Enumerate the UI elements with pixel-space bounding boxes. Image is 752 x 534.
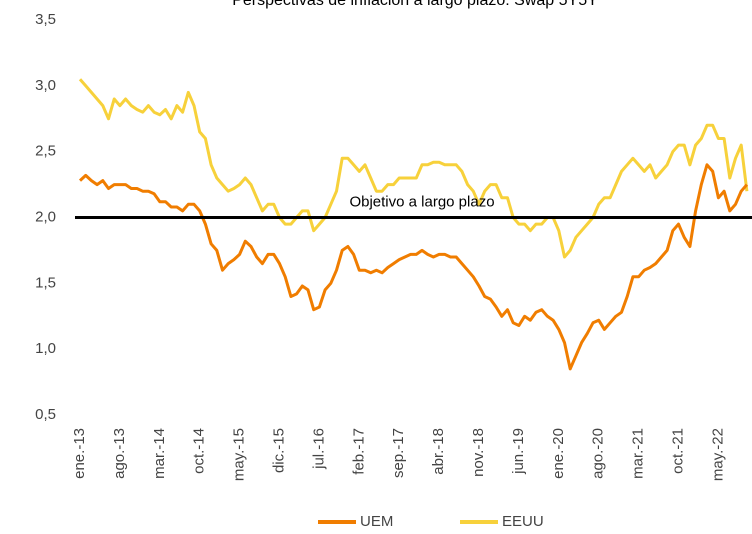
y-tick-label: 3,5 — [35, 11, 56, 28]
x-tick-label: oct.-21 — [669, 428, 686, 474]
legend-label: EEUU — [502, 513, 544, 530]
x-tick-label: jul.-16 — [310, 428, 327, 470]
x-tick-label: feb.-17 — [350, 428, 367, 475]
y-tick-label: 1,5 — [35, 274, 56, 291]
y-tick-label: 1,0 — [35, 340, 56, 357]
target-label: Objetivo a largo plazo — [349, 193, 494, 210]
x-tick-label: abr.-18 — [430, 428, 447, 475]
x-tick-label: sep.-17 — [390, 428, 407, 478]
x-tick-label: mar.-14 — [151, 428, 168, 479]
x-tick-label: mar.-21 — [630, 428, 647, 479]
legend-label: UEM — [360, 513, 393, 530]
x-tick-label: jun.-19 — [510, 428, 527, 475]
x-tick-label: may.-22 — [709, 428, 726, 481]
x-tick-label: ene.-20 — [550, 428, 567, 479]
x-tick-label: may.-15 — [231, 428, 248, 481]
chart-title: Perspectivas de inflación a largo plazo:… — [232, 0, 598, 9]
series-line — [78, 78, 749, 259]
x-tick-label: nov.-18 — [470, 428, 487, 477]
x-tick-label: ago.-13 — [111, 428, 128, 479]
series-line — [78, 163, 749, 371]
y-tick-label: 2,5 — [35, 143, 56, 160]
x-tick-label: ene.-13 — [71, 428, 88, 479]
y-tick-label: 3,0 — [35, 77, 56, 94]
x-tick-label: dic.-15 — [270, 428, 287, 473]
x-tick-label: ago.-20 — [590, 428, 607, 479]
y-tick-label: 0,5 — [35, 406, 56, 423]
x-tick-label: oct.-14 — [191, 428, 208, 474]
y-tick-label: 2,0 — [35, 208, 56, 225]
